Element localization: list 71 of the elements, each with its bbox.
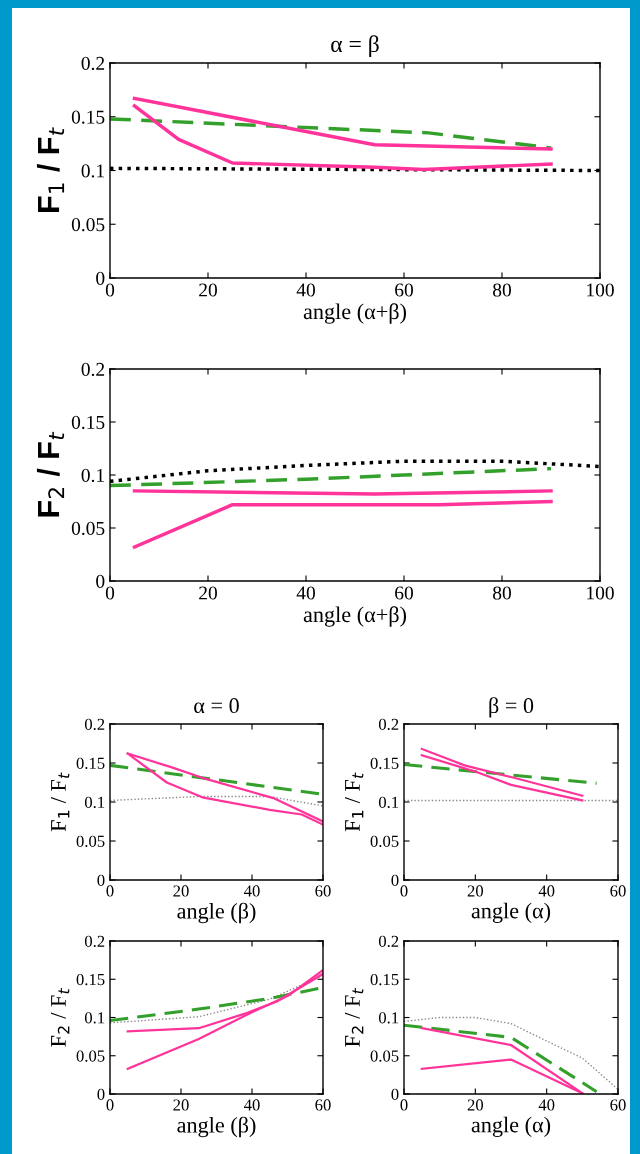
y-tick-label: 0.1 [378,796,399,809]
y-tick-label: 0.15 [76,757,105,770]
y-tick-label: 0.05 [76,1050,105,1062]
x-tick-label: 40 [538,885,555,897]
y-tick-label: 0.2 [378,935,399,948]
x-axis-title: angle (α+β) [303,303,406,324]
y-tick-label: 0.05 [370,1050,399,1062]
y-tick-label: 0.15 [370,757,399,770]
x-tick-label: 20 [173,1099,189,1111]
chart-title: α = 0 [194,698,239,714]
y-tick-label: 0 [97,1088,105,1100]
y-tick-label: 0.15 [71,110,105,124]
chart-title: α = β [331,35,379,57]
y-tick-label: 0 [391,1088,399,1100]
y-tick-label: 0.2 [378,718,399,731]
x-tick-label: 40 [296,283,315,297]
y-tick-label: 0.15 [71,415,105,430]
x-tick-label: 20 [467,1099,484,1111]
x-tick-label: 100 [587,283,614,297]
y-tick-label: 0.1 [81,164,104,178]
x-tick-label: 20 [467,885,484,897]
x-tick-label: 40 [296,586,315,600]
y-tick-label: 0 [97,874,105,886]
y-tick-label: 0.15 [370,973,399,986]
x-tick-label: 60 [395,283,413,297]
y-tick-label: 0 [96,574,105,588]
y-tick-label: 0.1 [81,468,104,483]
y-tick-label: 0.2 [84,935,105,948]
x-tick-label: 100 [587,586,614,600]
y-tick-label: 0.05 [76,835,105,848]
y-tick-label: 0.05 [370,835,399,848]
y-axis-title: F$_{2}$ / F$_{t}$ [345,987,364,1047]
x-tick-label: 60 [315,885,331,897]
x-tick-label: 40 [243,1099,260,1111]
y-tick-label: 0.1 [378,1012,399,1024]
y-tick-label: 0.2 [81,56,105,71]
y-tick-label: 0.15 [76,973,105,986]
x-tick-label: 60 [315,1099,331,1111]
y-tick-label: 0.05 [71,521,105,536]
y-tick-label: 0.2 [81,362,105,377]
y-tick-label: 0.2 [84,718,105,731]
chart-title: β = 0 [489,697,534,718]
y-axis-title: F$_{1}$ / F$_{t}$ [51,772,70,832]
x-tick-label: 40 [243,885,260,897]
y-axis-title: F$_{1}$ / F$_{t}$ [36,127,65,212]
x-tick-label: 80 [493,586,511,600]
x-tick-label: 60 [610,885,626,897]
x-tick-label: 40 [538,1099,555,1111]
y-axis-title: F$_{2}$ / F$_{t}$ [51,987,70,1047]
x-tick-label: 20 [199,586,217,600]
y-axis-title: F$_{2}$ / F$_{t}$ [36,431,65,517]
y-axis-title: F$_{1}$ / F$_{t}$ [345,772,364,832]
x-axis-title: angle (α+β) [303,606,406,627]
x-axis-title: angle (β) [177,902,256,924]
x-tick-label: 60 [610,1099,626,1111]
x-axis-title: angle (β) [177,1116,256,1138]
x-tick-label: 20 [173,885,189,897]
y-tick-label: 0.1 [84,1012,105,1024]
x-tick-label: 0 [400,1099,408,1111]
y-tick-label: 0.1 [84,796,105,809]
x-axis-title: angle (α) [471,1116,551,1137]
x-tick-label: 0 [106,1099,114,1111]
x-tick-label: 20 [199,283,217,297]
y-tick-label: 0 [96,271,105,285]
x-tick-label: 0 [400,885,408,897]
x-tick-label: 80 [493,283,511,297]
x-axis-title: angle (α) [471,902,551,923]
y-tick-label: 0.05 [71,218,105,232]
y-tick-label: 0 [391,874,399,886]
x-tick-label: 0 [106,885,114,897]
x-tick-label: 60 [395,586,413,600]
